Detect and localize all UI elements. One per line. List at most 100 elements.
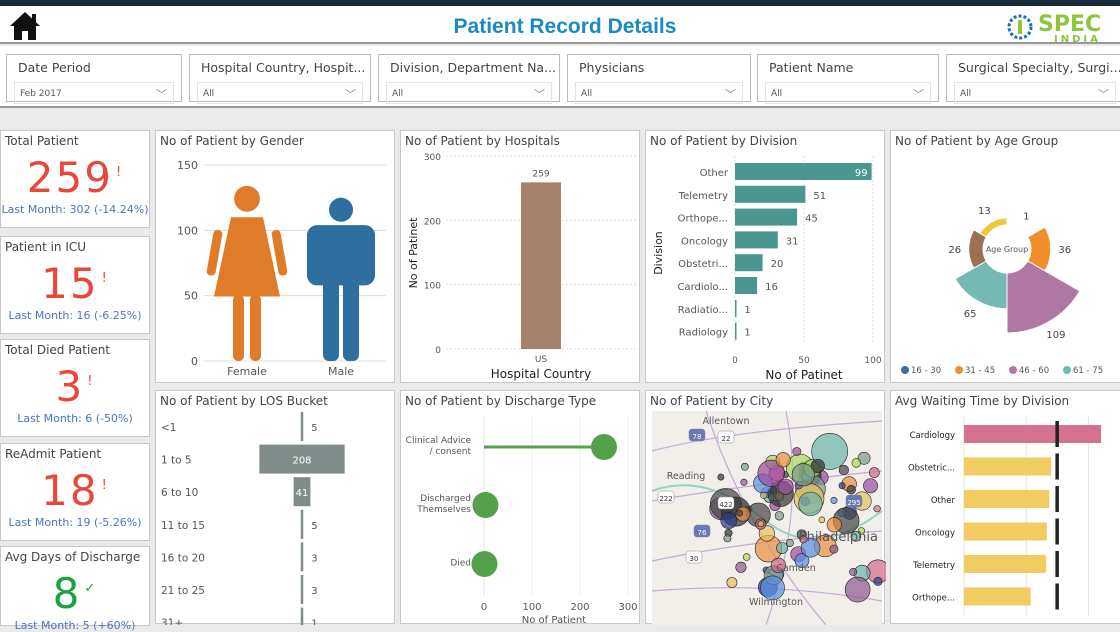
city-bubble[interactable] <box>726 577 738 588</box>
city-bubble[interactable] <box>798 491 823 516</box>
division-bar[interactable] <box>735 322 737 340</box>
city-bubble[interactable] <box>776 542 788 554</box>
los-bar[interactable] <box>300 607 304 625</box>
city-bubble[interactable] <box>873 576 883 586</box>
city-bubble[interactable] <box>829 544 839 554</box>
slicer-dropdown[interactable]: All ﹀ <box>954 82 1116 104</box>
kpi-last-month: Last Month: 16 (-6.25%) <box>8 309 142 322</box>
waiting-bar[interactable] <box>964 457 1052 476</box>
kpi-title: Total Patient <box>5 134 79 148</box>
waiting-bar[interactable] <box>964 587 1031 606</box>
city-bubble[interactable] <box>720 512 738 529</box>
city-bubble[interactable] <box>850 530 862 542</box>
city-bubble[interactable] <box>799 535 808 544</box>
city-bubble[interactable] <box>800 537 821 558</box>
slicer-dropdown[interactable]: Feb 2017 ﹀ <box>14 82 174 104</box>
home-icon[interactable] <box>8 10 42 42</box>
city-bubble[interactable] <box>777 478 794 495</box>
discharge-category-label: Died <box>450 558 471 569</box>
chart-label: US <box>535 355 548 365</box>
age-slice[interactable] <box>979 217 1008 238</box>
city-bubble[interactable] <box>794 553 810 568</box>
city-bubble[interactable] <box>723 534 732 543</box>
division-bar[interactable] <box>735 185 806 203</box>
division-bar[interactable] <box>735 163 872 180</box>
page-title: Patient Record Details <box>453 15 677 38</box>
los-bar[interactable] <box>300 542 304 572</box>
chart-label: 300 <box>618 602 637 613</box>
age-slice[interactable] <box>968 229 987 269</box>
chart-label: Obstetric... <box>908 464 955 474</box>
lollipop-point[interactable] <box>471 551 498 577</box>
division-bar[interactable] <box>735 208 798 226</box>
city-bubble[interactable] <box>757 459 785 487</box>
city-bubble[interactable] <box>810 458 825 474</box>
kpi-title: Patient in ICU <box>5 240 87 254</box>
kpi-value: 3! <box>1 362 149 411</box>
slicer-dropdown[interactable]: All ﹀ <box>197 82 363 104</box>
chart-label: 0 <box>191 355 198 368</box>
age-slice[interactable] <box>1006 223 1029 238</box>
female-figure[interactable] <box>206 185 288 361</box>
los-bar[interactable] <box>293 477 311 507</box>
chart-label: 61 - 75 <box>1073 366 1103 376</box>
city-bubble[interactable] <box>838 482 846 490</box>
los-bar[interactable] <box>300 509 304 539</box>
lollipop-point[interactable] <box>472 492 499 518</box>
chart-label: 3 <box>311 553 317 564</box>
city-bubble[interactable] <box>873 505 881 513</box>
city-bubble[interactable] <box>736 509 744 517</box>
slicer-dropdown[interactable]: All ﹀ <box>386 82 552 104</box>
slicer-dropdown[interactable]: All ﹀ <box>765 82 931 104</box>
los-bar[interactable] <box>300 575 304 604</box>
waiting-bar[interactable] <box>964 522 1047 541</box>
city-bubble[interactable] <box>863 478 878 494</box>
waiting-bar[interactable] <box>964 555 1047 573</box>
city-bubble[interactable] <box>791 463 815 487</box>
division-bar[interactable] <box>735 231 778 249</box>
city-bubble[interactable] <box>774 511 785 521</box>
city-bubble[interactable] <box>868 467 880 478</box>
chart-label: Radiology <box>679 328 728 339</box>
city-bubble[interactable] <box>775 452 791 468</box>
division-bar[interactable] <box>735 277 758 294</box>
city-bubble[interactable] <box>857 451 871 465</box>
city-bubble[interactable] <box>826 517 842 533</box>
city-bubble[interactable] <box>735 561 747 573</box>
division-bar[interactable] <box>735 299 737 317</box>
city-bubble[interactable] <box>846 485 856 495</box>
city-bubble[interactable] <box>740 462 749 471</box>
chart-label: 5 <box>311 521 317 532</box>
city-bubble[interactable] <box>785 539 794 548</box>
city-bubble[interactable] <box>770 557 786 573</box>
city-bubble[interactable] <box>851 458 862 468</box>
male-figure[interactable] <box>307 197 375 361</box>
age-slice[interactable] <box>1006 260 1081 334</box>
city-bubble[interactable] <box>857 527 865 535</box>
city-bubble[interactable] <box>742 553 751 561</box>
bar-us[interactable] <box>521 182 561 349</box>
division-bar[interactable] <box>735 254 763 272</box>
city-bubble[interactable] <box>757 520 765 528</box>
slicer-dropdown[interactable]: All ﹀ <box>575 82 743 104</box>
city-bubble[interactable] <box>818 516 826 524</box>
chart-label: Orthope... <box>912 594 955 604</box>
city-bubble[interactable] <box>830 496 838 504</box>
waiting-card: Avg Waiting Time by Division Cardiology Ob… <box>890 390 1120 624</box>
city-bubble[interactable] <box>849 567 858 576</box>
los-bar[interactable] <box>259 444 345 474</box>
city-bubble[interactable] <box>792 447 802 456</box>
city-bubble[interactable] <box>838 464 849 476</box>
los-bar[interactable] <box>300 412 304 441</box>
waiting-bar[interactable] <box>964 490 1050 508</box>
city-bubble[interactable] <box>758 525 775 542</box>
waiting-bar[interactable] <box>964 425 1101 443</box>
city-bubble[interactable] <box>717 473 725 481</box>
city-bubble[interactable] <box>844 576 871 603</box>
alert-icon: ! <box>101 478 109 493</box>
chart-label: 65 <box>964 309 977 320</box>
age-slice[interactable] <box>954 260 1008 310</box>
city-bubble[interactable] <box>740 478 748 486</box>
lollipop-point[interactable] <box>591 434 617 460</box>
city-bubble[interactable] <box>760 575 785 601</box>
